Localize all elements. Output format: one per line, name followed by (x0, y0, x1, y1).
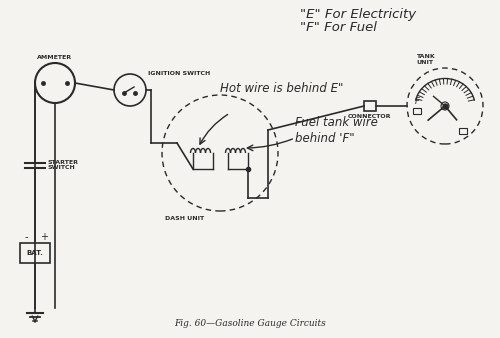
Text: "F" For Fuel: "F" For Fuel (300, 21, 377, 34)
Text: DASH UNIT: DASH UNIT (166, 216, 204, 221)
Text: TANK
UNIT: TANK UNIT (416, 54, 434, 65)
Bar (364, 101, 376, 111)
Text: Fig. 60—Gasoline Gauge Circuits: Fig. 60—Gasoline Gauge Circuits (174, 319, 326, 328)
Text: Hot wire is behind E": Hot wire is behind E" (220, 81, 344, 95)
Text: IGNITION SWITCH: IGNITION SWITCH (148, 71, 210, 76)
Text: CONNECTOR: CONNECTOR (348, 114, 392, 119)
Text: +: + (40, 232, 48, 242)
Bar (20, 243, 50, 263)
Text: F: F (414, 97, 420, 105)
Text: -: - (24, 232, 28, 242)
Text: Fuel tank wire: Fuel tank wire (295, 117, 378, 129)
Bar (413, 108, 421, 114)
Text: AMMETER: AMMETER (38, 55, 72, 60)
Text: STARTER
SWITCH: STARTER SWITCH (48, 160, 79, 170)
Text: behind 'F": behind 'F" (295, 131, 354, 145)
Bar (459, 128, 467, 134)
Text: "E" For Electricity: "E" For Electricity (300, 8, 416, 21)
Text: BAT.: BAT. (26, 250, 44, 256)
